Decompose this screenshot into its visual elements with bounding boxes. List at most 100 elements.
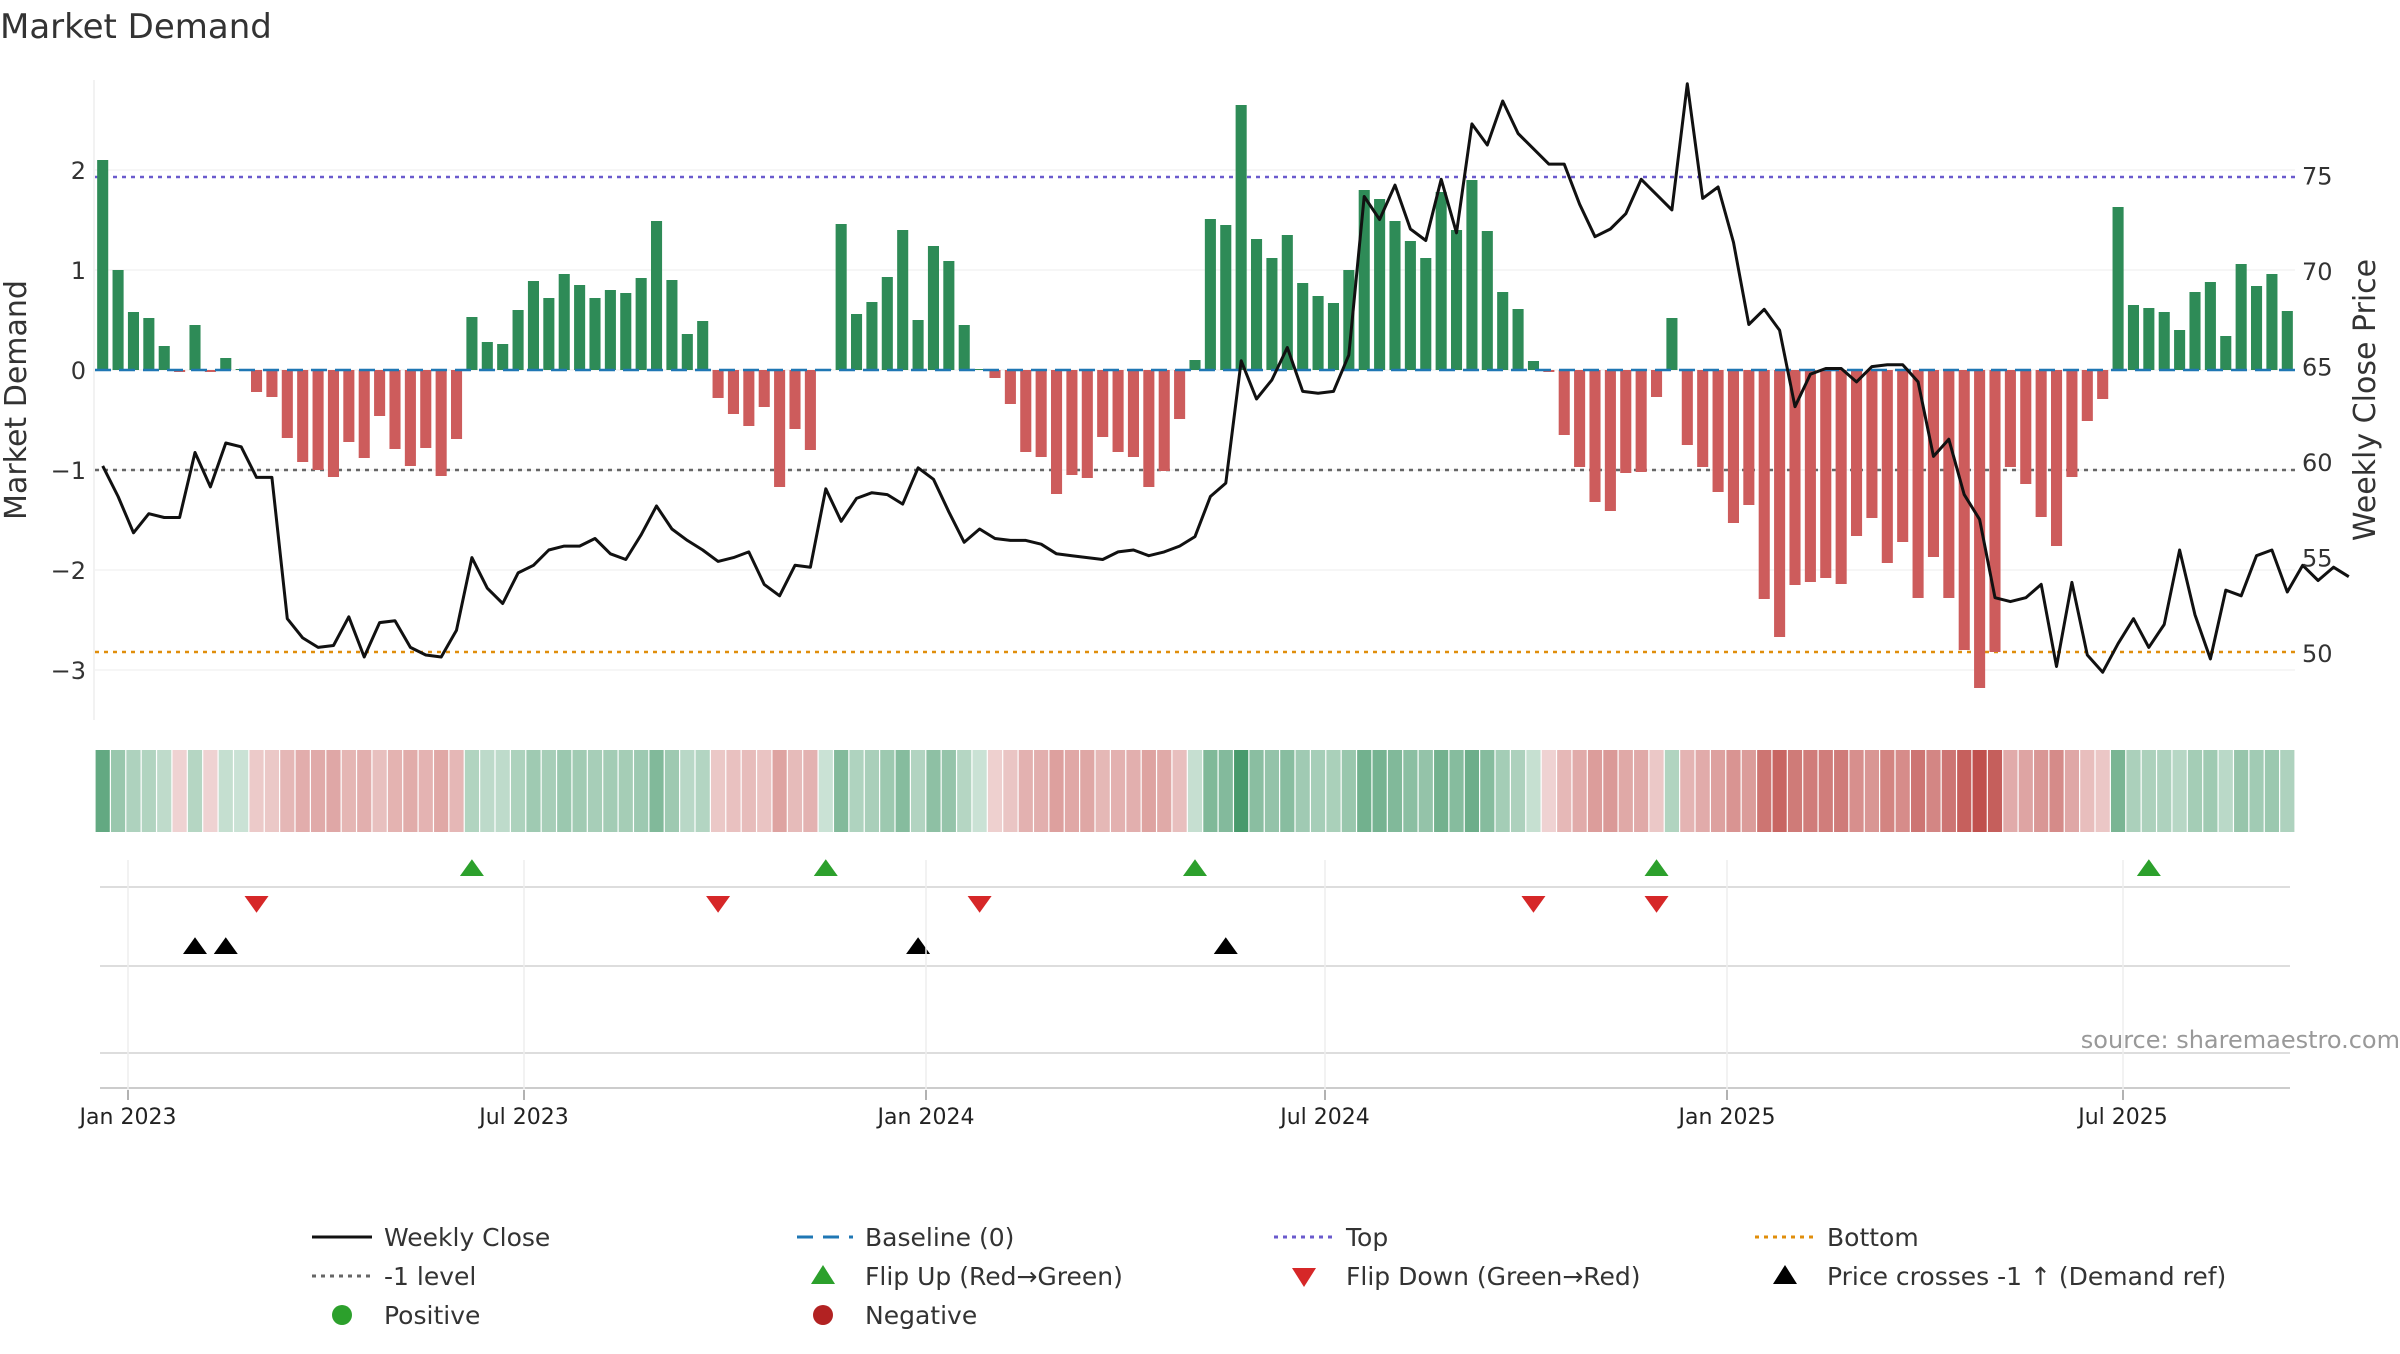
heat-cell: [1726, 750, 1741, 832]
demand-bar: [1804, 370, 1816, 582]
demand-bar: [97, 160, 109, 370]
heat-cell: [957, 750, 972, 832]
heat-cell: [1080, 750, 1095, 832]
heat-cell: [1172, 750, 1187, 832]
chart-title: Market Demand: [0, 7, 272, 47]
demand-bar: [1604, 370, 1616, 511]
demand-bar: [1035, 370, 1047, 457]
heat-cell: [1126, 750, 1141, 832]
demand-bar: [266, 370, 278, 397]
demand-bar: [1174, 370, 1186, 419]
price-cross-marker: [213, 937, 238, 954]
heat-cell: [787, 750, 803, 832]
heat-cell: [757, 750, 772, 832]
heat-cell: [464, 750, 480, 832]
heat-cell: [141, 750, 156, 832]
demand-bar: [1851, 370, 1863, 536]
demand-bar: [604, 290, 616, 370]
source-note: source: sharemaestro.com: [2081, 1026, 2400, 1054]
demand-bar: [1097, 370, 1109, 437]
heat-cell: [618, 750, 633, 832]
demand-bar: [1420, 258, 1432, 370]
demand-bar: [327, 370, 339, 477]
heat-cell: [1264, 750, 1280, 832]
flip-down-marker: [1644, 896, 1669, 913]
demand-bar: [466, 317, 478, 370]
flip-down-marker: [967, 896, 992, 913]
heat-cell: [249, 750, 264, 832]
demand-bar: [851, 314, 863, 370]
demand-bar: [358, 370, 370, 458]
demand-bar: [1143, 370, 1155, 487]
demand-bar: [589, 298, 601, 370]
demand-bar: [158, 346, 170, 370]
heat-cell: [1926, 750, 1941, 832]
demand-bar: [543, 298, 555, 370]
demand-bar: [897, 230, 909, 370]
heat-cell: [1587, 750, 1603, 832]
heat-cell: [1449, 750, 1464, 832]
heat-cell: [1049, 750, 1064, 832]
demand-bar: [1897, 370, 1909, 542]
flip-down-marker: [1521, 896, 1546, 913]
heat-cell: [1634, 750, 1649, 832]
demand-bar: [1789, 370, 1801, 585]
demand-bar: [2174, 330, 2186, 370]
heat-cell: [1295, 750, 1310, 832]
heat-cell: [1187, 750, 1203, 832]
heat-cell: [972, 750, 987, 832]
heat-cell: [987, 750, 1003, 832]
heat-cell: [895, 750, 910, 832]
heat-cell: [2126, 750, 2141, 832]
heat-cell: [2172, 750, 2187, 832]
demand-bar: [958, 325, 970, 370]
heat-cell: [387, 750, 403, 832]
heat-cell: [434, 750, 449, 832]
demand-bar: [666, 280, 678, 370]
legend-swatch: [332, 1305, 352, 1325]
demand-bar: [1112, 370, 1124, 452]
legend-item: Positive: [332, 1301, 480, 1330]
x-tick-label: Jan 2024: [876, 1105, 975, 1130]
demand-bar: [1466, 180, 1478, 370]
demand-bar: [1574, 370, 1586, 467]
demand-bar: [1989, 370, 2001, 652]
y-tick-right: 65: [2302, 354, 2333, 382]
heat-cell: [1526, 750, 1541, 832]
legend-label: Top: [1345, 1223, 1388, 1252]
demand-bar: [297, 370, 309, 462]
demand-bar: [2066, 370, 2078, 477]
legend-item: Price crosses -1 ↑ (Demand ref): [1773, 1262, 2226, 1291]
heat-cell: [1249, 750, 1264, 832]
demand-bar: [2143, 308, 2155, 370]
heat-cell: [1326, 750, 1341, 832]
weekly-close-line: [101, 82, 2350, 674]
heat-cell: [1110, 750, 1126, 832]
heat-cell: [126, 750, 141, 832]
demand-bar: [835, 224, 847, 370]
demand-bar: [1189, 360, 1201, 370]
heat-cell: [1464, 750, 1480, 832]
legend-swatch: [813, 1305, 833, 1325]
heat-cell: [295, 750, 310, 832]
flip-up-marker: [813, 859, 838, 876]
heat-cell: [1018, 750, 1033, 832]
demand-bar: [1512, 309, 1524, 370]
heat-cell: [710, 750, 726, 832]
demand-bar: [1327, 303, 1339, 370]
heat-cell: [1741, 750, 1756, 832]
demand-bar: [1281, 235, 1293, 370]
demand-bar: [974, 369, 986, 370]
demand-bar: [2189, 292, 2201, 370]
price-cross-marker: [906, 937, 931, 954]
demand-bar: [2097, 370, 2109, 399]
heat-cell: [357, 750, 372, 832]
demand-bar: [1497, 292, 1509, 370]
demand-bar: [558, 274, 570, 370]
heat-cell: [2264, 750, 2280, 832]
heat-cell: [1203, 750, 1218, 832]
y-axis-right-label: Weekly Close Price: [2348, 259, 2383, 541]
demand-bar: [1958, 370, 1970, 650]
demand-bar: [1697, 370, 1709, 467]
